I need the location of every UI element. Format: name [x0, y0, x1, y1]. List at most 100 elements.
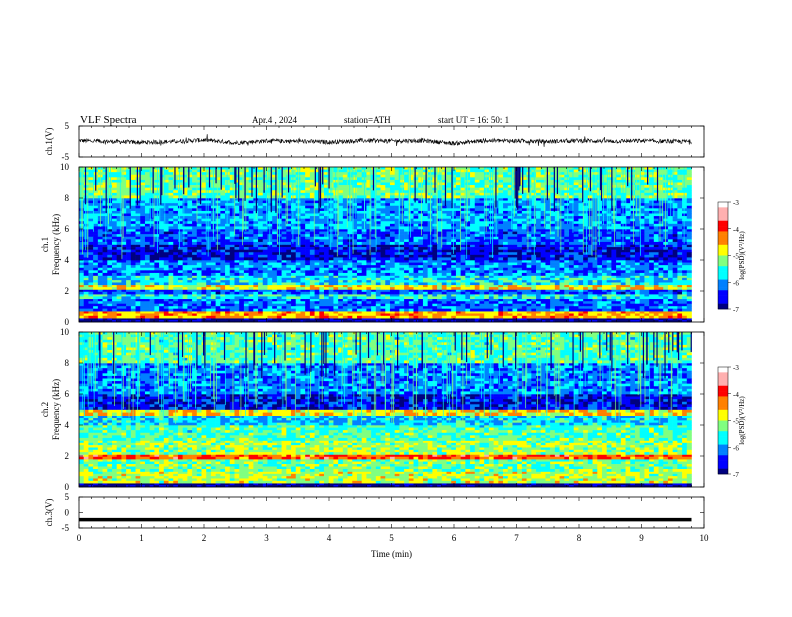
spectral-cell	[616, 265, 621, 268]
spectral-cell	[381, 282, 386, 285]
spectral-cell	[319, 306, 324, 309]
spectral-cell	[211, 265, 216, 268]
spectral-cell	[616, 278, 621, 281]
spectral-cell	[442, 257, 447, 260]
spectral-cell	[140, 245, 145, 248]
spectral-cell	[258, 237, 263, 240]
spectral-cell	[272, 280, 277, 283]
spectral-cell	[644, 255, 649, 258]
spectral-cell	[677, 299, 682, 302]
spectral-cell	[225, 270, 230, 273]
spectral-cell	[677, 292, 682, 295]
spectral-cell	[404, 276, 409, 279]
spectral-cell	[428, 280, 433, 283]
spectral-cell	[508, 270, 513, 273]
spectral-cell	[305, 232, 310, 235]
spectral-cell	[333, 313, 338, 316]
spectral-cell	[140, 265, 145, 268]
spectral-cell	[498, 232, 503, 235]
spectral-cell	[169, 294, 174, 297]
spectral-cell	[324, 273, 329, 276]
spectral-cell	[616, 234, 621, 237]
spectral-cell	[687, 237, 692, 240]
spectral-cell	[93, 268, 98, 271]
spectral-cell	[630, 260, 635, 263]
spectral-cell	[611, 287, 616, 290]
spectral-cell	[145, 313, 150, 316]
spectral-cell	[447, 309, 452, 312]
spectral-cell	[366, 260, 371, 263]
spectral-cell	[461, 273, 466, 276]
spectral-cell	[371, 239, 376, 242]
spectral-cell	[644, 234, 649, 237]
spectral-cell	[545, 260, 550, 263]
spectral-cell	[447, 255, 452, 258]
spectral-cell	[381, 276, 386, 279]
spectral-cell	[597, 273, 602, 276]
spectral-cell	[574, 268, 579, 271]
spectral-cell	[169, 296, 174, 299]
spectral-cell	[484, 285, 489, 288]
spectral-cell	[626, 252, 631, 255]
spectral-cell	[107, 252, 112, 255]
spectral-cell	[404, 301, 409, 304]
spectral-cell	[187, 237, 192, 240]
spectral-cell	[409, 252, 414, 255]
spectral-cell	[390, 294, 395, 297]
spectral-cell	[249, 287, 254, 290]
spectral-cell	[169, 299, 174, 302]
spectral-cell	[159, 237, 164, 240]
spectral-cell	[192, 289, 197, 292]
spectral-cell	[249, 257, 254, 260]
spectral-cell	[522, 245, 527, 248]
spectral-cell	[418, 299, 423, 302]
spectral-cell	[140, 287, 145, 290]
spectral-cell	[267, 260, 272, 263]
spectral-cell	[362, 318, 367, 320]
spectral-cell	[131, 301, 136, 304]
spectral-cell	[169, 260, 174, 263]
spectral-cell	[498, 311, 503, 314]
spectral-cell	[348, 313, 353, 316]
spectral-cell	[263, 316, 268, 319]
spectral-cell	[381, 280, 386, 283]
spectral-cell	[216, 239, 221, 242]
spectral-cell	[319, 318, 324, 320]
spectral-cell	[329, 278, 334, 281]
spectral-cell	[230, 260, 235, 263]
spectral-cell	[517, 273, 522, 276]
spectral-cell	[437, 313, 442, 316]
spectral-cell	[263, 282, 268, 285]
spectral-cell	[329, 285, 334, 288]
spectral-cell	[399, 255, 404, 258]
spectral-cell	[602, 316, 607, 319]
spectral-cell	[202, 245, 207, 248]
spectral-cell	[291, 229, 296, 232]
spectral-cell	[428, 255, 433, 258]
spectral-cell	[145, 263, 150, 266]
spectral-cell	[588, 285, 593, 288]
spectral-cell	[150, 296, 155, 299]
spectral-cell	[583, 260, 588, 263]
spectral-cell	[136, 273, 141, 276]
spectral-cell	[677, 289, 682, 292]
spectral-cell	[578, 232, 583, 235]
spectral-cell	[649, 250, 654, 253]
spectral-cell	[409, 234, 414, 237]
spectral-cell	[484, 309, 489, 312]
spectral-cell	[310, 316, 315, 319]
spectral-cell	[635, 278, 640, 281]
spectral-cell	[376, 306, 381, 309]
spectral-cell	[399, 252, 404, 255]
spectral-cell	[404, 304, 409, 307]
spectral-cell	[390, 276, 395, 279]
spectral-cell	[192, 316, 197, 319]
spectral-cell	[432, 313, 437, 316]
spectral-cell	[376, 252, 381, 255]
spectral-cell	[451, 276, 456, 279]
spectral-cell	[117, 270, 122, 273]
spectral-cell	[282, 252, 287, 255]
spectral-cell	[324, 285, 329, 288]
spectral-cell	[663, 273, 668, 276]
spectral-cell	[677, 255, 682, 258]
